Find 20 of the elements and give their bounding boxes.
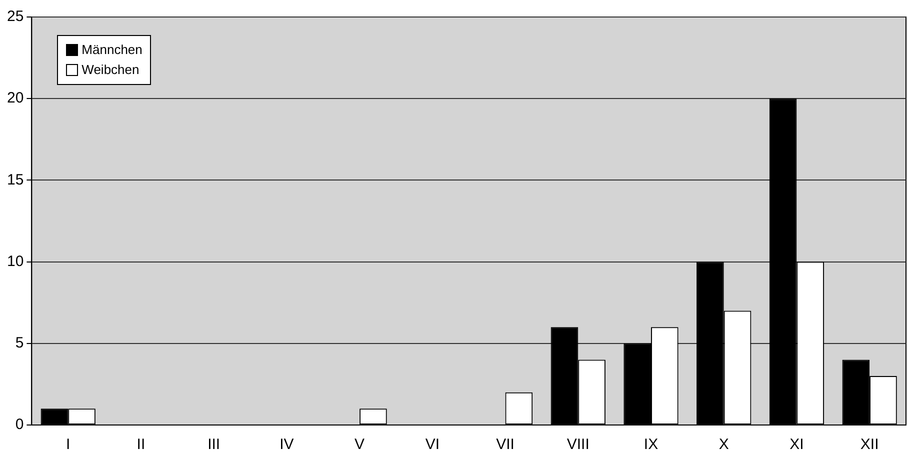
- x-tick-label: II: [136, 436, 146, 454]
- x-tick-label: XI: [790, 436, 804, 454]
- y-tick-label: 20: [6, 90, 24, 107]
- y-tick-label: 5: [15, 334, 24, 352]
- y-tick-label: 10: [6, 252, 24, 270]
- x-tick-label: VII: [496, 436, 514, 454]
- y-tick-label: 25: [6, 8, 24, 26]
- x-tick-label: V: [354, 436, 365, 454]
- x-tick-label: VI: [425, 436, 440, 454]
- x-tick-label: IV: [280, 436, 294, 454]
- x-tick-label: XII: [860, 436, 879, 454]
- y-tick-label: 15: [6, 171, 24, 188]
- legend-label: Weibchen: [82, 61, 140, 79]
- x-tick-label: III: [208, 436, 220, 454]
- y-tick-label: 0: [15, 416, 24, 434]
- x-tick-label: VIII: [566, 436, 590, 454]
- x-tick-label: I: [66, 436, 70, 454]
- legend-label: Männchen: [82, 41, 142, 59]
- x-tick-label: IX: [644, 436, 658, 454]
- x-tick-label: X: [718, 436, 729, 454]
